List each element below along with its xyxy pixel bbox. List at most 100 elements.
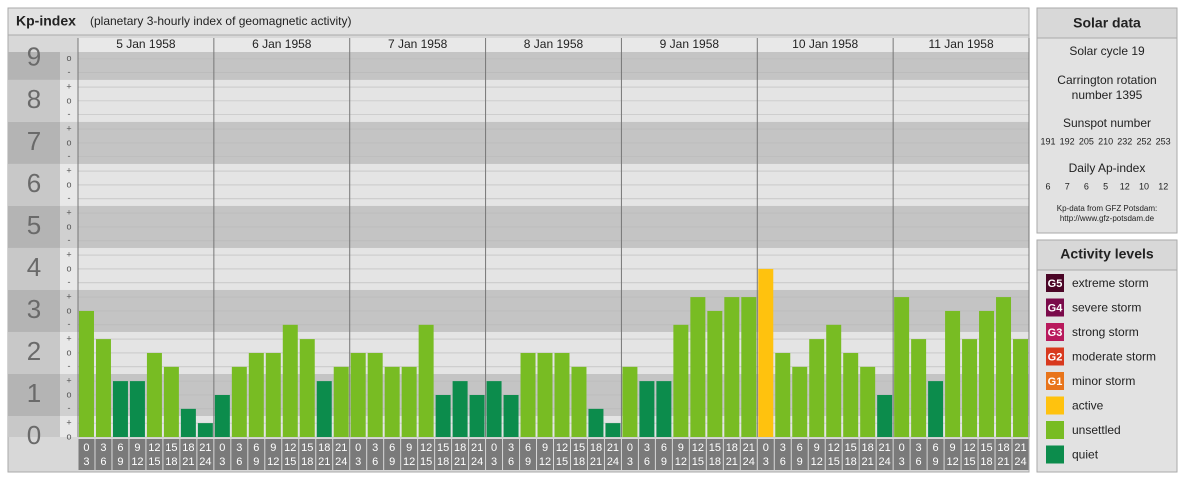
solar-text: Solar cycle 19 <box>1069 44 1145 58</box>
bar <box>469 394 485 437</box>
ap-value: 10 <box>1139 181 1149 191</box>
hour-box <box>452 439 469 470</box>
minor-band <box>60 331 78 374</box>
hour-label: 12 <box>946 456 958 468</box>
hour-box <box>469 439 486 470</box>
bar <box>639 381 655 437</box>
hour-label: 12 <box>675 456 687 468</box>
y-minor-label: o <box>66 53 71 63</box>
minor-band <box>60 247 78 290</box>
hour-label: 6 <box>661 442 667 454</box>
y-minor-label: + <box>66 418 71 428</box>
hour-label: 0 <box>491 442 497 454</box>
hour-box <box>78 439 95 470</box>
y-minor-label: o <box>66 305 71 315</box>
hour-label: 24 <box>199 456 211 468</box>
y-tick-label: 3 <box>27 294 41 324</box>
hour-label: 21 <box>1014 442 1026 454</box>
bar <box>741 297 757 437</box>
label-band <box>8 79 60 122</box>
bar <box>350 352 366 437</box>
hour-box <box>435 439 452 470</box>
hour-box <box>808 439 825 470</box>
bar <box>860 366 876 437</box>
hour-label: 21 <box>182 456 194 468</box>
hour-label: 15 <box>845 442 857 454</box>
ap-value: 12 <box>1120 181 1130 191</box>
ap-value: 12 <box>1158 181 1168 191</box>
hour-label: 3 <box>236 442 242 454</box>
hour-label: 21 <box>590 456 602 468</box>
bar <box>911 339 927 437</box>
bar <box>163 366 179 437</box>
legend-badge: G1 <box>1048 376 1063 388</box>
legend-label: moderate storm <box>1072 350 1156 364</box>
bar <box>197 423 213 437</box>
solar-text: Kp-data from GFZ Potsdam: <box>1057 204 1157 213</box>
hour-box <box>418 439 435 470</box>
hour-box <box>978 439 995 470</box>
hour-label: 18 <box>997 442 1009 454</box>
label-band <box>8 163 60 206</box>
hour-label: 18 <box>437 456 449 468</box>
hour-box <box>214 439 231 470</box>
hour-box <box>995 439 1012 470</box>
hour-label: 12 <box>811 456 823 468</box>
bar <box>979 310 995 437</box>
legend-label: strong storm <box>1072 325 1139 339</box>
bar <box>792 366 808 437</box>
hour-label: 0 <box>627 442 633 454</box>
solar-text: Sunspot number <box>1063 116 1151 130</box>
hour-label: 15 <box>980 442 992 454</box>
hour-label: 3 <box>780 442 786 454</box>
header-bar <box>7 7 1030 36</box>
hour-label: 15 <box>692 456 704 468</box>
hour-box <box>570 439 587 470</box>
title: Kp-index <box>16 13 76 29</box>
bar <box>520 352 536 437</box>
hour-label: 18 <box>454 442 466 454</box>
bar <box>146 352 162 437</box>
bar <box>299 339 315 437</box>
hour-box <box>638 439 655 470</box>
hour-label: 3 <box>491 456 497 468</box>
hour-label: 18 <box>862 442 874 454</box>
solar-text: Solar data <box>1073 15 1141 31</box>
legend-swatch <box>1046 445 1064 464</box>
sunspot-value: 252 <box>1136 136 1151 146</box>
hour-box <box>672 439 689 470</box>
hour-label: 6 <box>117 442 123 454</box>
hour-label: 12 <box>148 442 160 454</box>
hour-label: 3 <box>508 442 514 454</box>
hour-label: 9 <box>389 456 395 468</box>
hour-label: 0 <box>763 442 769 454</box>
solar-text: Activity levels <box>1060 246 1154 262</box>
hour-label: 6 <box>933 442 939 454</box>
y-minor-label: + <box>66 375 71 385</box>
sunspot-value: 205 <box>1079 136 1094 146</box>
hour-box <box>129 439 146 470</box>
bar <box>112 381 128 437</box>
legend-label: extreme storm <box>1072 276 1149 290</box>
hour-label: 12 <box>556 442 568 454</box>
hour-box <box>537 439 553 470</box>
date-label: 8 Jan 1958 <box>524 37 584 51</box>
bar <box>418 324 434 437</box>
hour-label: 18 <box>182 442 194 454</box>
y-minor-label: + <box>66 249 71 259</box>
hour-label: 21 <box>335 442 347 454</box>
hour-box <box>604 439 621 470</box>
label-band <box>8 205 60 248</box>
bar <box>673 324 689 437</box>
hour-label: 24 <box>1014 456 1026 468</box>
bar <box>554 352 570 437</box>
hour-label: 18 <box>573 456 585 468</box>
date-label: 10 Jan 1958 <box>792 37 858 51</box>
date-label: 11 Jan 1958 <box>928 37 993 51</box>
hour-box <box>842 439 859 470</box>
hour-label: 21 <box>997 456 1009 468</box>
y-minor-label: + <box>66 123 71 133</box>
legend-badge: G3 <box>1048 327 1063 339</box>
bar <box>537 352 553 437</box>
hour-box <box>265 439 282 470</box>
